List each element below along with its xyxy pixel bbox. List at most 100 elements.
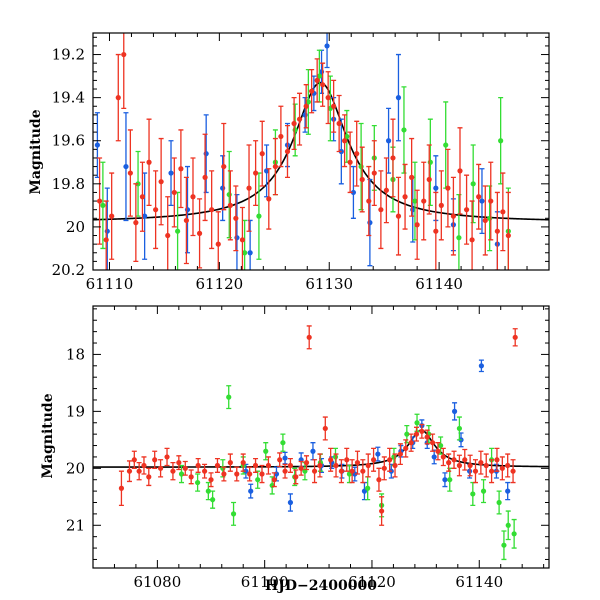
bottom-blue-point: [431, 454, 437, 460]
top-green-point: [443, 142, 449, 148]
bottom-blue-point: [451, 408, 458, 414]
bottom-blue-point: [310, 448, 316, 454]
top-red-point: [395, 213, 402, 219]
bottom-blue-point: [505, 488, 511, 494]
bottom-red-point: [349, 468, 355, 474]
bottom-green-point: [365, 485, 371, 491]
bottom-y-axis-label: Magnitude: [40, 393, 56, 478]
bottom-red-point: [277, 457, 283, 463]
top-y-tick-label: 20.2: [52, 261, 85, 279]
top-blue-point: [433, 185, 439, 191]
top-red-point: [314, 77, 320, 83]
bottom-red-point: [265, 462, 272, 469]
bottom-red-point: [429, 440, 436, 446]
bottom-red-point: [413, 431, 420, 437]
top-red-point: [445, 185, 451, 191]
bottom-red-point: [376, 477, 382, 483]
top-red-point: [246, 185, 252, 191]
bottom-green-point: [220, 465, 226, 471]
bottom-red-point: [287, 462, 294, 469]
top-panel: 61110 61120 61130 61140 19.2 19.4 19.6 19.8 20 20…: [28, 32, 550, 293]
top-green-point: [226, 191, 232, 198]
top-red-point: [371, 170, 377, 176]
top-blue-point: [203, 151, 209, 157]
bottom-green-point: [414, 420, 420, 426]
top-red-point: [402, 194, 408, 200]
top-red-point: [139, 194, 146, 200]
top-red-point: [309, 88, 315, 94]
bottom-blue-point: [442, 477, 448, 483]
bottom-green-point: [470, 491, 476, 497]
top-blue-point: [220, 185, 226, 191]
bottom-blue-point: [287, 499, 294, 506]
top-red-point: [494, 228, 500, 234]
bottom-y-tick-label: 21: [66, 516, 85, 534]
bottom-red-point: [440, 454, 446, 460]
bottom-red-point: [510, 468, 516, 474]
top-red-point: [331, 103, 337, 109]
top-red-point: [158, 179, 164, 185]
top-red-point: [183, 217, 189, 224]
bottom-red-point: [221, 471, 227, 477]
bottom-red-point: [379, 508, 385, 514]
top-red-point: [121, 51, 127, 58]
top-red-point: [209, 207, 215, 213]
top-red-point: [482, 217, 488, 224]
top-blue-point: [350, 189, 357, 196]
bottom-red-point: [311, 468, 318, 474]
top-y-tick-label: 19.6: [52, 132, 85, 150]
bottom-x-tick-label: 61140: [455, 573, 503, 591]
top-red-point: [450, 213, 457, 219]
bottom-red-point: [338, 468, 344, 474]
bottom-red-point: [483, 462, 489, 469]
bottom-series-red: [118, 325, 518, 526]
top-red-point: [296, 116, 303, 122]
bottom-red-point: [234, 471, 240, 477]
bottom-red-point: [152, 457, 158, 463]
bottom-y-tick-label: 18: [66, 345, 85, 363]
bottom-red-point: [446, 460, 452, 466]
bottom-blue-point: [375, 451, 381, 457]
bottom-red-point: [387, 457, 393, 463]
bottom-green-point: [391, 454, 397, 460]
bottom-green-point: [280, 440, 286, 446]
top-blue-point: [395, 95, 402, 101]
top-red-point: [354, 151, 360, 157]
top-red-point: [469, 237, 475, 243]
top-green-point: [242, 250, 248, 256]
top-red-point: [178, 166, 184, 172]
top-red-point: [390, 155, 396, 161]
bottom-red-point: [344, 457, 350, 463]
bottom-panel: 61080 61100 61120 61140 18 19 20 21 Magnitude H…: [40, 305, 550, 594]
bottom-red-point: [488, 468, 495, 474]
top-x-tick-label: 61120: [196, 275, 244, 293]
top-red-point: [233, 215, 239, 221]
top-y-tick-label: 20: [66, 218, 85, 236]
top-blue-point: [367, 220, 373, 226]
bottom-red-point: [182, 465, 188, 471]
bottom-red-point: [282, 468, 288, 474]
top-y-axis-label: Magnitude: [28, 109, 44, 194]
bottom-red-point: [259, 471, 265, 477]
bottom-red-point: [188, 474, 194, 480]
bottom-red-point: [247, 471, 253, 477]
top-x-tick-label: 61140: [415, 275, 463, 293]
top-x-tick-label: 61130: [305, 275, 353, 293]
top-red-point: [421, 198, 427, 204]
top-red-point: [347, 159, 353, 165]
top-red-point: [284, 148, 291, 155]
bottom-red-point: [419, 428, 425, 434]
top-blue-point: [184, 207, 191, 213]
top-red-point: [505, 232, 511, 239]
top-red-point: [171, 189, 177, 196]
bottom-red-point: [170, 468, 176, 474]
bottom-red-point: [146, 474, 152, 480]
bottom-red-point: [462, 457, 468, 463]
bottom-red-point: [271, 477, 277, 483]
bottom-y-tick-label: 20: [66, 459, 85, 477]
bottom-green-point: [456, 425, 463, 432]
bottom-red-point: [424, 434, 430, 440]
top-red-point: [227, 202, 233, 208]
top-red-point: [414, 222, 420, 228]
